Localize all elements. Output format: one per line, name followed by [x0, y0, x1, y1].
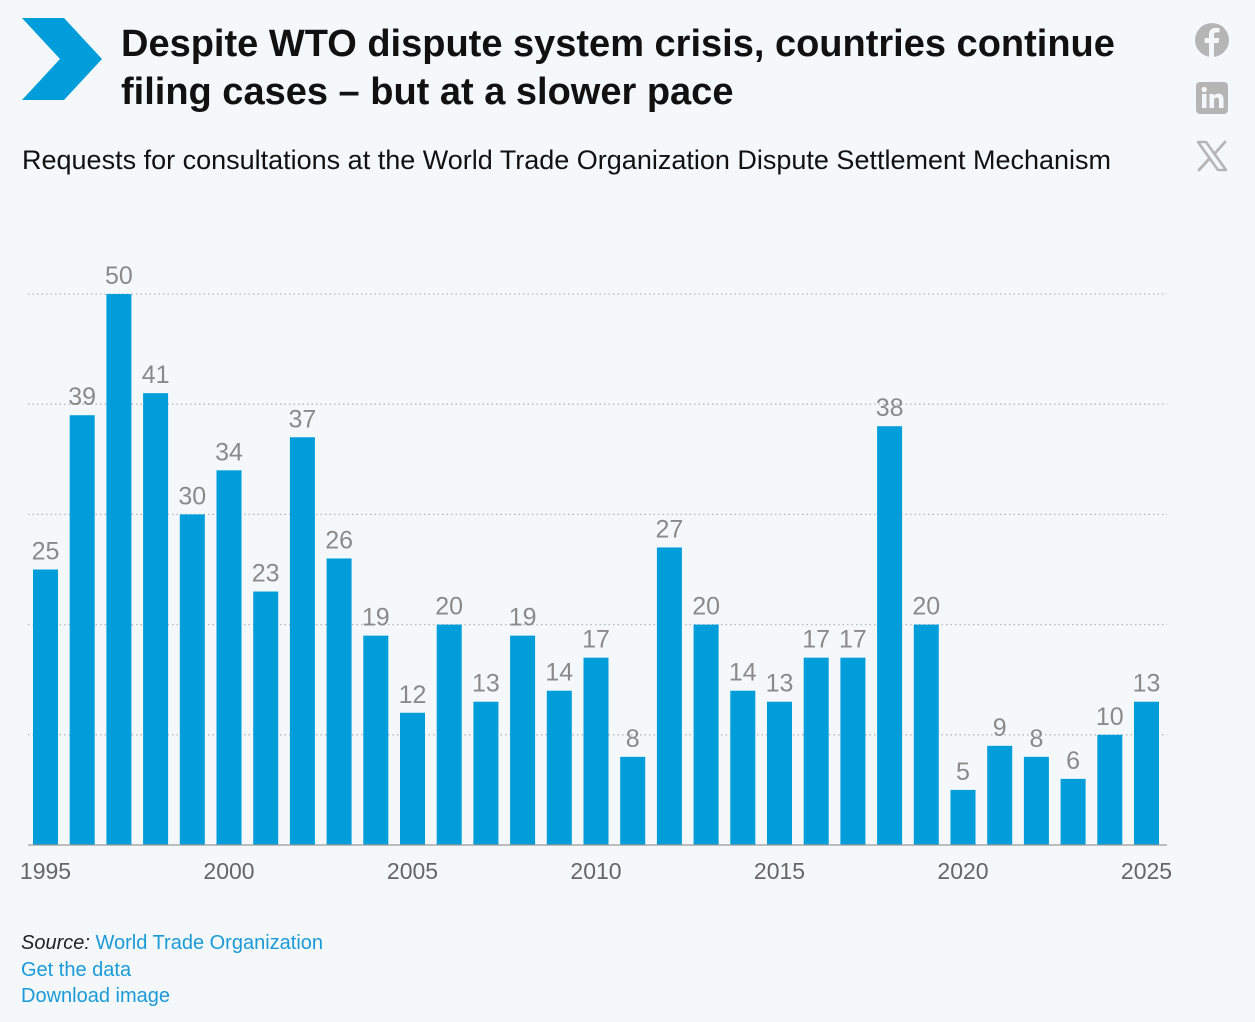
bar [693, 624, 719, 845]
bar [33, 569, 58, 845]
bar [179, 514, 205, 845]
x-tick-label: 2010 [570, 858, 621, 884]
data-label: 14 [545, 659, 573, 687]
bar [877, 426, 903, 845]
bar [803, 657, 829, 845]
bar [767, 701, 792, 845]
chart-footer: Source: World Trade Organization Get the… [21, 930, 323, 1010]
bar [840, 657, 866, 845]
data-label: 25 [32, 538, 60, 566]
data-label: 14 [729, 659, 757, 687]
bar [950, 789, 976, 845]
bar [1023, 756, 1049, 845]
data-label: 50 [105, 262, 133, 290]
data-label: 17 [582, 626, 610, 654]
bar [69, 415, 95, 845]
bar [1060, 778, 1086, 845]
data-label: 23 [252, 560, 280, 588]
x-icon[interactable] [1194, 138, 1230, 174]
data-label: 19 [509, 604, 537, 632]
bar [987, 745, 1013, 845]
bar [583, 657, 609, 845]
data-label: 5 [956, 758, 970, 786]
bar-chart: 25 39 50 41 30 34 23 37 26 19 12 20 13 19 14 17 8 27 20 14 1… [20, 262, 1172, 884]
data-label: 38 [876, 394, 904, 422]
data-label: 37 [288, 405, 316, 433]
source-label: Source: [21, 932, 90, 954]
data-label: 39 [68, 383, 96, 411]
download-image-link[interactable]: Download image [21, 985, 170, 1007]
bar [620, 756, 646, 845]
bar [106, 294, 132, 845]
x-tick-label: 2025 [1121, 858, 1172, 884]
data-label: 26 [325, 526, 353, 554]
bar [473, 701, 499, 845]
x-tick-label: 2015 [754, 858, 805, 884]
get-data-link[interactable]: Get the data [21, 958, 132, 981]
bar [546, 690, 572, 845]
bar [656, 547, 682, 845]
bar [913, 624, 939, 845]
data-label: 13 [472, 670, 500, 698]
bar [143, 393, 169, 845]
bar [510, 635, 536, 845]
data-label: 13 [1133, 670, 1161, 698]
data-label: 20 [692, 593, 720, 621]
bar [436, 624, 462, 845]
bar [216, 470, 242, 845]
x-tick-label: 2020 [937, 858, 988, 884]
bar [253, 591, 279, 845]
data-label: 13 [766, 670, 794, 698]
data-label: 20 [435, 593, 463, 621]
bar [1134, 701, 1159, 845]
bar [1097, 734, 1123, 845]
page-title: Despite WTO dispute system crisis, count… [121, 23, 1115, 113]
x-tick-label: 1995 [20, 858, 71, 884]
data-label: 20 [912, 593, 940, 621]
bar [400, 712, 425, 845]
social-share-bar [1194, 22, 1230, 196]
data-label: 34 [215, 438, 243, 466]
data-label: 30 [178, 482, 206, 510]
chart-subtitle: Requests for consultations at the World … [22, 145, 1112, 175]
logo-chevron-icon [22, 18, 102, 100]
x-tick-label: 2005 [387, 858, 438, 884]
data-label: 8 [626, 725, 640, 753]
data-label: 9 [993, 714, 1007, 742]
x-tick-label: 2000 [203, 858, 254, 884]
data-label: 6 [1066, 747, 1080, 775]
data-label: 19 [362, 604, 390, 632]
linkedin-icon[interactable] [1194, 80, 1230, 116]
source-line: Source: World Trade Organization [21, 930, 323, 957]
bar [289, 437, 315, 845]
data-label: 17 [802, 626, 830, 654]
bar [730, 690, 756, 845]
bar [363, 635, 389, 845]
data-label: 8 [1029, 725, 1043, 753]
data-label: 17 [839, 626, 867, 654]
data-label: 10 [1096, 703, 1124, 731]
facebook-icon[interactable] [1194, 22, 1230, 58]
data-label: 27 [655, 515, 683, 543]
bar [326, 558, 352, 845]
source-link[interactable]: World Trade Organization [95, 932, 324, 954]
data-label: 12 [399, 681, 427, 709]
data-label: 41 [142, 361, 170, 389]
